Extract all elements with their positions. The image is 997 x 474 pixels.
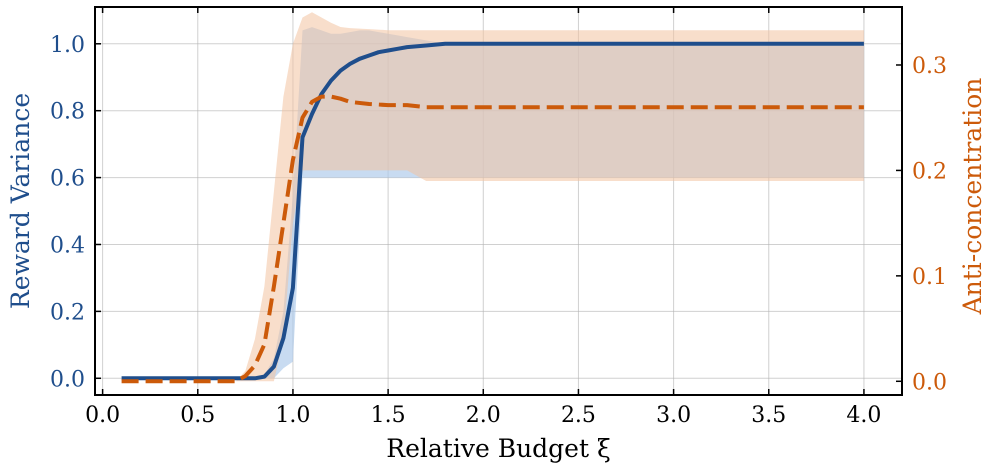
series-lines — [121, 41, 864, 384]
x-tick-label: 1.5 — [371, 403, 406, 428]
x-axis-label: Relative Budget ξ — [386, 434, 610, 463]
y-tick-label-right: 0.3 — [912, 54, 947, 79]
y-axis-label-right: Anti-concentration — [958, 78, 987, 316]
y-tick-label-right: 0.2 — [912, 159, 947, 184]
y-tick-label-left: 0.2 — [50, 300, 85, 325]
y-tick-label-left: 0.4 — [50, 233, 85, 258]
y-tick-label-left: 1.0 — [50, 33, 85, 58]
y-axis-label-left: Reward Variance — [6, 93, 35, 309]
plot-frame — [94, 6, 903, 396]
series-line-left — [121, 41, 864, 381]
band-right — [121, 12, 864, 382]
x-tick-label: 0.0 — [85, 403, 120, 428]
x-tick-label: 2.5 — [561, 403, 596, 428]
y-tick-label-left: 0.0 — [50, 367, 85, 392]
x-tick-label: 0.5 — [180, 403, 215, 428]
x-tick-label: 3.0 — [656, 403, 691, 428]
y-tick-label-right: 0.0 — [912, 370, 947, 395]
y-tick-label-left: 0.8 — [50, 100, 85, 125]
y-tick-label-right: 0.1 — [912, 265, 947, 290]
x-tick-label: 4.0 — [846, 403, 881, 428]
ticks: 0.0 0.5 1.0 1.5 2.0 2.5 3.0 3.5 4.0 0.0 0.2 0.4 0.6 0… — [50, 7, 947, 428]
confidence-bands — [121, 12, 864, 382]
x-tick-label: 1.0 — [275, 403, 310, 428]
series-line-right — [121, 94, 864, 384]
y-tick-label-left: 0.6 — [50, 167, 85, 192]
x-tick-label: 2.0 — [466, 403, 501, 428]
x-tick-label: 3.5 — [751, 403, 786, 428]
